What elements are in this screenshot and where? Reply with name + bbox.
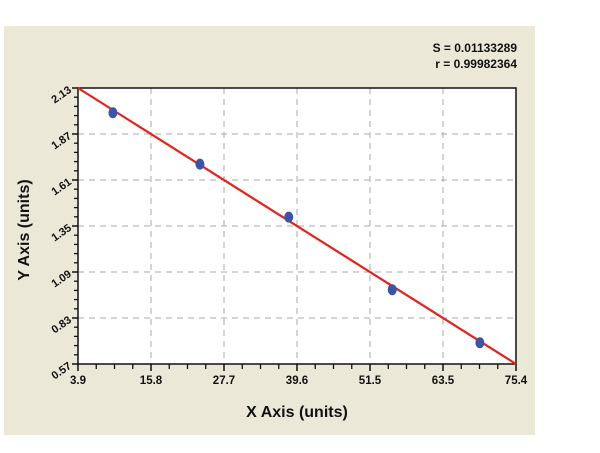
x-tick-label: 27.7 xyxy=(212,375,236,387)
fit-line xyxy=(77,87,517,365)
x-axis-title: X Axis (units) xyxy=(246,404,348,421)
x-tick-label: 75.4 xyxy=(504,375,528,387)
x-tick-label: 3.9 xyxy=(70,375,86,387)
r-statistic: r = 0.99982364 xyxy=(435,57,517,71)
data-point xyxy=(475,337,485,349)
x-tick-label: 63.5 xyxy=(431,375,455,387)
x-tick-label: 39.6 xyxy=(285,375,309,387)
data-point xyxy=(195,158,205,170)
y-axis-title: Y Axis (units) xyxy=(16,179,33,281)
x-tick-label: 15.8 xyxy=(139,375,163,387)
data-point xyxy=(284,211,294,223)
s-statistic: S = 0.01133289 xyxy=(432,41,517,55)
data-point xyxy=(108,107,118,119)
data-point xyxy=(387,284,397,296)
fit-statistics: S = 0.01133289 r = 0.99982364 xyxy=(433,40,517,72)
x-tick-label: 51.5 xyxy=(358,375,382,387)
